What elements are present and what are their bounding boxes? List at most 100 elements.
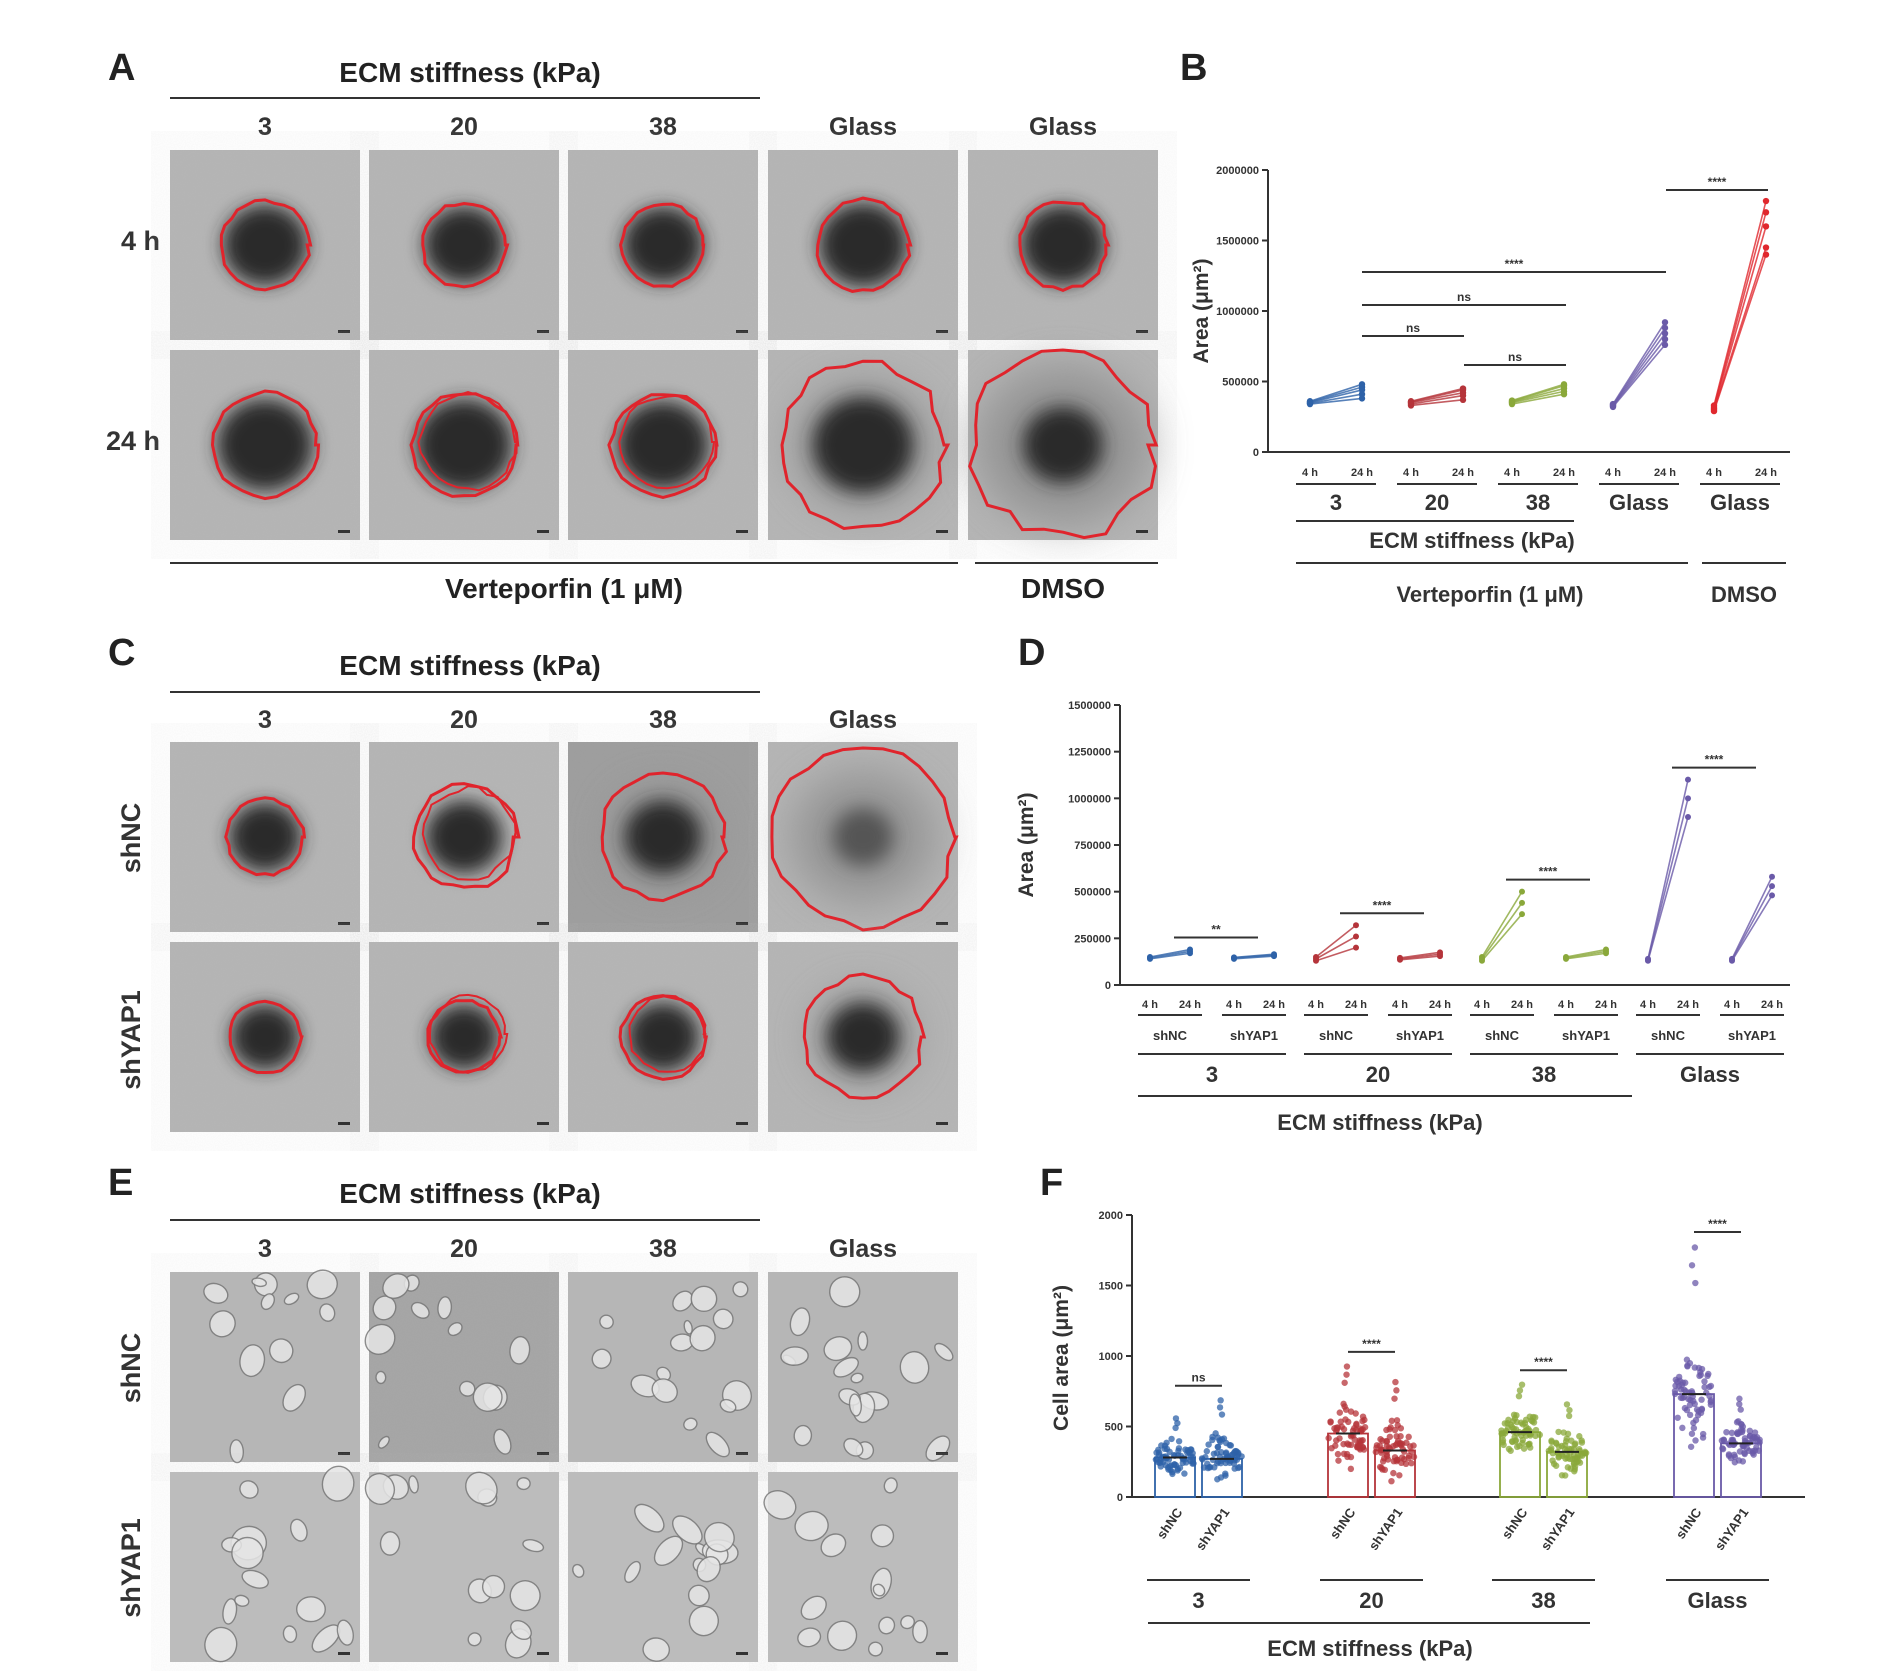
- chart-f-point: [1390, 1469, 1397, 1477]
- chart-b-y-tick-label: 1000000: [1216, 306, 1259, 318]
- chart-f-point: [1325, 1434, 1332, 1442]
- chart-f-point: [1552, 1439, 1560, 1447]
- chart-b-point: [1661, 341, 1669, 349]
- chart-f-significance-label: ns: [1191, 1371, 1205, 1385]
- chart-f-point: [1343, 1371, 1350, 1378]
- chart-f-point: [1403, 1439, 1410, 1446]
- chart-d-pair-line: [1565, 952, 1607, 960]
- chart-b-point: [1762, 209, 1770, 216]
- chart-f-point: [1573, 1455, 1580, 1463]
- chart-d-significance-label: ****: [1539, 865, 1558, 879]
- chart-f-category-label: shYAP1: [1538, 1505, 1578, 1553]
- chart-f-point: [1166, 1463, 1173, 1470]
- micrograph-tile: [369, 942, 559, 1132]
- chart-f-point: [1391, 1395, 1398, 1402]
- chart-d-point: [1397, 954, 1403, 961]
- chart-d-pair-line: [1731, 885, 1773, 961]
- chart-f-point: [1353, 1421, 1360, 1428]
- panel-b-letter: B: [1180, 47, 1207, 89]
- chart-b-point: [1358, 381, 1366, 388]
- chart-b-pair-line: [1612, 321, 1666, 405]
- panel-a-header: ECM stiffness (kPa): [339, 57, 600, 88]
- micrograph-tile: [568, 1272, 758, 1462]
- chart-d-y-tick-label: 750000: [1074, 840, 1111, 852]
- chart-f-point: [1327, 1419, 1334, 1426]
- chart-d-point: [1147, 954, 1153, 960]
- chart-f-y-label: Cell area (μm²): [1050, 1285, 1073, 1431]
- chart-b-point: [1609, 400, 1617, 408]
- chart-f-point: [1746, 1427, 1754, 1435]
- chart-d-pair-line: [1233, 953, 1275, 959]
- chart-f-point: [1706, 1392, 1713, 1400]
- chart-f-point: [1513, 1443, 1521, 1451]
- chart-f-point: [1217, 1397, 1224, 1404]
- chart-d-point: [1187, 946, 1193, 953]
- micrograph-tile: [968, 348, 1159, 540]
- chart-f-point: [1233, 1456, 1241, 1463]
- chart-f-point: [1387, 1424, 1394, 1431]
- panel-d-letter: D: [1018, 632, 1045, 674]
- chart-f-point: [1400, 1456, 1408, 1463]
- chart-b-pair-line: [1511, 387, 1565, 403]
- chart-b-group-label: 3: [1330, 490, 1342, 515]
- chart-f-point: [1555, 1428, 1562, 1436]
- chart-f-point: [1205, 1441, 1212, 1448]
- chart-d-time-label: 24 h: [1511, 999, 1533, 1011]
- chart-b-point: [1661, 330, 1669, 337]
- chart-d-point: [1353, 944, 1359, 951]
- chart-f-point: [1393, 1387, 1400, 1394]
- chart-f-point: [1386, 1433, 1394, 1440]
- panel-c-letter: C: [108, 632, 135, 674]
- chart-d-point: [1479, 954, 1485, 960]
- chart-f-point: [1679, 1379, 1686, 1386]
- micrograph-tile: [768, 942, 958, 1132]
- chart-d-point: [1437, 949, 1443, 956]
- chart-d-pair-line: [1481, 891, 1523, 958]
- chart-b-time-label: 24 h: [1452, 467, 1474, 479]
- chart-f-point: [1690, 1424, 1698, 1432]
- chart-f-point: [1723, 1428, 1730, 1436]
- chart-b-group-label: Glass: [1609, 490, 1669, 515]
- chart-f-point: [1172, 1415, 1180, 1422]
- chart-f-point: [1358, 1437, 1365, 1445]
- chart-d-pair-line: [1481, 902, 1523, 960]
- chart-f-point: [1707, 1401, 1715, 1408]
- chart-d-pair-line: [1647, 779, 1689, 960]
- micrograph-tile: [768, 1272, 958, 1462]
- panel-e-column-label: 3: [258, 1235, 272, 1263]
- chart-b-time-label: 24 h: [1654, 467, 1676, 479]
- chart-d-pair-line: [1315, 946, 1357, 962]
- chart-b-time-label: 24 h: [1755, 467, 1777, 479]
- chart-d-point: [1231, 954, 1237, 961]
- chart-b-pair-line: [1511, 393, 1565, 405]
- chart-d-pair-line: [1149, 948, 1191, 958]
- micrograph-tile: [568, 150, 758, 340]
- chart-b-point: [1407, 398, 1415, 405]
- micrograph-tile: [170, 350, 360, 540]
- chart-f-point: [1691, 1400, 1698, 1408]
- chart-f-point: [1373, 1442, 1381, 1449]
- chart-d-point: [1685, 795, 1691, 802]
- chart-f-group-label: Glass: [1688, 1588, 1748, 1613]
- chart-d-pair-line: [1481, 913, 1523, 962]
- chart-f-group-label: 3: [1192, 1588, 1204, 1613]
- chart-f-point: [1388, 1417, 1396, 1425]
- chart-f-point: [1731, 1451, 1738, 1459]
- chart-b-pair-line: [1612, 327, 1666, 406]
- chart-f-point: [1187, 1457, 1194, 1465]
- chart-f-point: [1519, 1439, 1526, 1447]
- chart-f-point: [1214, 1443, 1222, 1451]
- chart-f-point: [1701, 1378, 1708, 1385]
- chart-f-significance-label: ****: [1534, 1355, 1553, 1369]
- chart-f-point: [1754, 1438, 1762, 1445]
- chart-f-point: [1707, 1382, 1715, 1390]
- chart-f-point: [1698, 1396, 1705, 1403]
- chart-f-point: [1408, 1448, 1415, 1455]
- chart-b-pair-line: [1410, 394, 1464, 405]
- chart-b-pair-line: [1713, 247, 1767, 410]
- chart-f-point: [1203, 1448, 1211, 1455]
- chart-d-pair-line: [1149, 952, 1191, 960]
- chart-f-y-tick-label: 1500: [1099, 1281, 1123, 1293]
- chart-f-point: [1359, 1417, 1366, 1425]
- chart-d-subgroup-label: shYAP1: [1728, 1028, 1776, 1043]
